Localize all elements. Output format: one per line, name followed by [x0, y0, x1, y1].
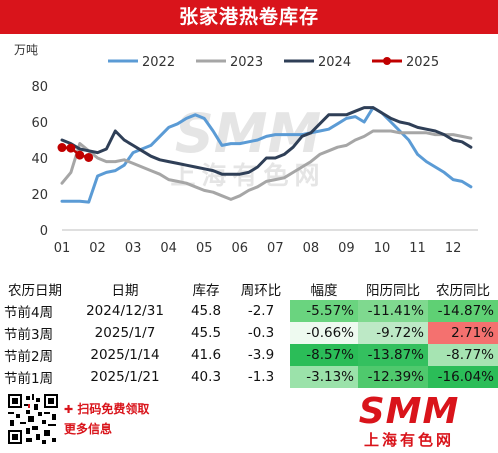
series-line-2024	[60, 106, 473, 176]
cell-yoy-lunar: -8.77%	[428, 344, 498, 366]
x-axis-ticks: 01 02 03 04 05 06 07 08 09 10 11 12	[54, 241, 462, 256]
x-tick-label: 11	[409, 241, 426, 256]
data-point-2025	[66, 143, 76, 153]
cell-yoy-solar: -9.72%	[358, 322, 428, 344]
line-chart: SMM 上海有色网 万吨 2022 2023 2024 2025 020406080 …	[14, 43, 478, 256]
x-tick-label: 05	[196, 241, 213, 256]
cell-wow: -1.3	[247, 369, 275, 385]
cell-date: 2025/1/21	[90, 369, 160, 385]
data-point-2025	[75, 150, 85, 160]
cell-pct: -3.13%	[290, 366, 358, 388]
cell-pct: -5.57%	[290, 300, 358, 322]
data-point-2025	[84, 152, 94, 162]
cell-lunar: 节前2周	[4, 349, 54, 365]
x-tick-label: 09	[338, 241, 355, 256]
series-line-2023	[60, 129, 473, 201]
footer-line1: 扫码免费领取	[77, 402, 150, 416]
col-header-yoy-solar: 阳历同比	[366, 283, 420, 299]
table-row: 节前2周 2025/1/14 41.6 -3.9 -8.57% -13.87% …	[0, 344, 498, 366]
x-tick-label: 02	[89, 241, 106, 256]
x-tick-label: 04	[160, 241, 177, 256]
col-header-stock: 库存	[192, 283, 220, 299]
cell-wow: -2.7	[247, 303, 275, 319]
cell-pct: -8.57%	[290, 344, 358, 366]
cell-lunar: 节前1周	[4, 371, 54, 387]
x-tick-label: 08	[303, 241, 320, 256]
smm-logo-sub: 上海有色网	[363, 431, 454, 449]
x-tick-label: 07	[267, 241, 284, 256]
cell-yoy-lunar: -14.87%	[428, 300, 498, 322]
smm-logo: SMM 上海有色网	[334, 391, 484, 449]
cell-pct: -0.66%	[290, 322, 358, 344]
y-tick-label: 40	[31, 152, 48, 167]
inventory-table: 农历日期 日期 库存 周环比 幅度 阳历同比 农历同比 节前4周 2024/12…	[0, 278, 498, 388]
data-point-2025	[57, 143, 67, 153]
y-tick-label: 0	[40, 224, 48, 239]
y-tick-label: 60	[31, 116, 48, 131]
x-tick-label: 10	[374, 241, 391, 256]
cell-wow: -3.9	[247, 347, 275, 363]
col-header-wow: 周环比	[240, 283, 282, 299]
legend-marker	[383, 57, 391, 65]
col-header-lunar: 农历日期	[8, 283, 62, 299]
footer-line2: 更多信息	[64, 422, 113, 436]
y-axis-ticks: 0 20 40 60 80	[31, 80, 48, 239]
cell-lunar: 节前4周	[4, 305, 54, 321]
x-tick-label: 12	[445, 241, 462, 256]
col-header-pct: 幅度	[310, 283, 338, 299]
cell-yoy-lunar: -16.04%	[428, 366, 498, 388]
cell-date: 2024/12/31	[86, 303, 164, 319]
footer: ✚ 扫码免费领取 更多信息 SMM 上海有色网	[0, 390, 498, 453]
table-row: 节前3周 2025/1/7 45.5 -0.3 -0.66% -9.72% 2.…	[0, 322, 498, 344]
table-header-row: 农历日期 日期 库存 周环比 幅度 阳历同比 农历同比	[0, 278, 498, 300]
x-tick-label: 03	[125, 241, 142, 256]
legend-label: 2024	[318, 55, 351, 70]
qr-code-icon[interactable]	[8, 394, 58, 444]
cell-stock: 40.3	[190, 369, 222, 385]
y-tick-label: 80	[31, 80, 48, 95]
table-row: 节前4周 2024/12/31 45.8 -2.7 -5.57% -11.41%…	[0, 300, 498, 322]
page-title: 张家港热卷库存	[0, 0, 498, 34]
x-tick-label: 01	[54, 241, 71, 256]
cell-stock: 45.8	[190, 303, 222, 319]
cell-date: 2025/1/7	[94, 325, 156, 341]
chart-legend: 2022 2023 2024 2025	[108, 55, 439, 70]
smm-logo-main: SMM	[358, 391, 460, 432]
col-header-date: 日期	[111, 283, 139, 299]
cell-wow: -0.3	[247, 325, 275, 341]
y-tick-label: 20	[31, 188, 48, 203]
col-header-yoy-lunar: 农历同比	[436, 283, 490, 299]
cell-date: 2025/1/14	[90, 347, 160, 363]
cell-yoy-solar: -12.39%	[358, 366, 428, 388]
table-row: 节前1周 2025/1/21 40.3 -1.3 -3.13% -12.39% …	[0, 366, 498, 388]
cell-yoy-lunar: 2.71%	[428, 322, 498, 344]
y-axis-label: 万吨	[14, 43, 38, 57]
cell-stock: 45.5	[190, 325, 222, 341]
cell-yoy-solar: -13.87%	[358, 344, 428, 366]
cell-lunar: 节前3周	[4, 327, 54, 343]
scan-icon: ✚	[64, 403, 74, 416]
chart-series	[57, 106, 473, 204]
legend-label: 2025	[406, 55, 439, 70]
x-tick-label: 06	[232, 241, 249, 256]
cell-stock: 41.6	[190, 347, 222, 363]
legend-label: 2023	[230, 55, 263, 70]
cell-yoy-solar: -11.41%	[358, 300, 428, 322]
legend-label: 2022	[142, 55, 175, 70]
